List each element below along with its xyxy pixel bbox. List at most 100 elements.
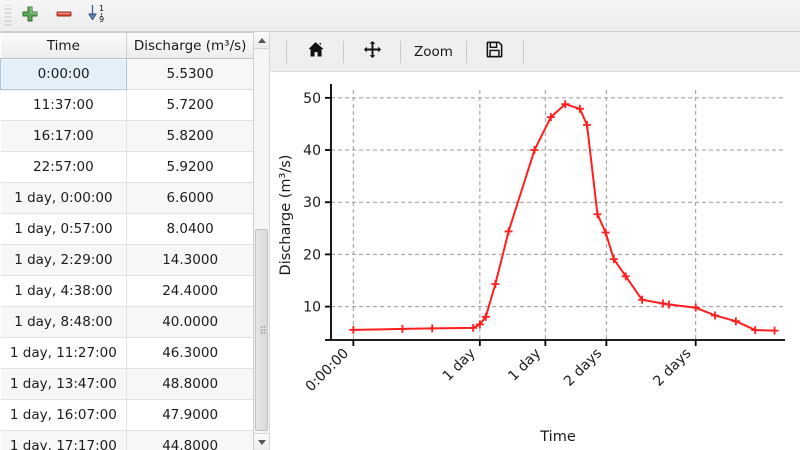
- home-icon: [306, 40, 325, 63]
- axes: [325, 84, 785, 341]
- table-row[interactable]: 1 day, 8:48:00 40.0000: [0, 306, 253, 338]
- main-split: Time Discharge (m³/s) 0:00:00 5.5300 11:37…: [0, 32, 800, 450]
- data-point-marker: [475, 320, 484, 329]
- data-point-marker: [491, 280, 500, 289]
- zoom-button[interactable]: Zoom: [414, 43, 453, 60]
- data-point-marker: [658, 299, 667, 308]
- cell-time[interactable]: 16:17:00: [0, 120, 128, 152]
- cell-discharge[interactable]: 6.6000: [126, 182, 253, 214]
- toolbar-separator: [522, 40, 524, 63]
- x-tick-label: 2 days: [561, 346, 605, 390]
- cell-discharge[interactable]: 24.4000: [126, 275, 253, 307]
- cell-time[interactable]: 1 day, 16:07:00: [0, 399, 128, 431]
- table-row[interactable]: 0:00:00 5.5300: [0, 58, 253, 90]
- scroll-up-button[interactable]: [254, 32, 269, 49]
- table-row[interactable]: 1 day, 0:00:00 6.6000: [0, 182, 253, 214]
- data-point-marker: [691, 303, 700, 312]
- data-point-marker: [561, 100, 570, 109]
- data-point-marker: [593, 210, 602, 219]
- cell-discharge[interactable]: 5.5300: [126, 58, 253, 90]
- table-row[interactable]: 1 day, 2:29:00 14.3000: [0, 244, 253, 276]
- y-tick-label: 30: [303, 195, 321, 211]
- x-tick-label: 1 day: [440, 346, 479, 385]
- save-button[interactable]: [473, 37, 517, 67]
- data-point-marker: [530, 146, 539, 155]
- y-axis-ticks: 10 20 30 40 50: [303, 91, 331, 316]
- sort-ascending-icon: 1 9: [86, 3, 110, 29]
- column-header-discharge[interactable]: Discharge (m³/s): [126, 33, 253, 59]
- table-vertical-scrollbar[interactable]: [253, 32, 269, 450]
- data-point-marker: [621, 272, 630, 281]
- table-row[interactable]: 1 day, 16:07:00 47.9000: [0, 399, 253, 431]
- cell-discharge[interactable]: 47.9000: [126, 399, 253, 431]
- sort-button[interactable]: 1 9: [82, 2, 114, 30]
- data-point-marker: [601, 228, 610, 237]
- data-point-marker: [481, 312, 490, 321]
- data-point-marker: [731, 317, 740, 326]
- svg-text:9: 9: [99, 15, 104, 24]
- table-body: 0:00:00 5.5300 11:37:00 5.7200 16:17:00 5.820…: [0, 58, 253, 450]
- discharge-table: Time Discharge (m³/s) 0:00:00 5.5300 11:37…: [0, 33, 253, 450]
- home-button[interactable]: [293, 37, 337, 67]
- cell-discharge[interactable]: 14.3000: [126, 244, 253, 276]
- toolbar-separator: [465, 40, 467, 63]
- add-row-button[interactable]: [14, 2, 46, 30]
- grid-lines: [331, 90, 785, 340]
- cell-time[interactable]: 1 day, 13:47:00: [0, 368, 128, 400]
- remove-row-button[interactable]: [48, 2, 80, 30]
- column-header-time[interactable]: Time: [0, 33, 128, 59]
- cell-discharge[interactable]: 44.8000: [126, 430, 253, 450]
- chart-toolbar: Zoom: [270, 32, 800, 72]
- y-tick-label: 40: [303, 143, 321, 159]
- cell-time[interactable]: 11:37:00: [0, 89, 128, 121]
- y-tick-label: 10: [303, 300, 321, 316]
- cell-discharge[interactable]: 46.3000: [126, 337, 253, 369]
- data-point-marker: [770, 326, 779, 335]
- svg-text:1: 1: [99, 4, 104, 13]
- scrollbar-track[interactable]: [254, 49, 269, 433]
- data-point-marker: [711, 311, 720, 320]
- data-table-viewport[interactable]: Time Discharge (m³/s) 0:00:00 5.5300 11:37…: [0, 32, 253, 450]
- table-row[interactable]: 1 day, 4:38:00 24.4000: [0, 275, 253, 307]
- minus-icon: [54, 4, 74, 28]
- scrollbar-thumb[interactable]: [255, 229, 268, 432]
- table-row[interactable]: 1 day, 13:47:00 48.8000: [0, 368, 253, 400]
- cell-time[interactable]: 0:00:00: [0, 58, 128, 90]
- cell-discharge[interactable]: 8.0400: [126, 213, 253, 245]
- table-row[interactable]: 16:17:00 5.8200: [0, 120, 253, 152]
- data-point-marker: [583, 120, 592, 129]
- data-point-marker: [546, 113, 555, 122]
- chart-canvas[interactable]: 10 20 30 40 50 0:00:00 1 day 1 day 2 days 2 days T…: [270, 72, 800, 450]
- cell-time[interactable]: 1 day, 2:29:00: [0, 244, 128, 276]
- move-icon: [363, 40, 382, 63]
- cell-time[interactable]: 1 day, 4:38:00: [0, 275, 128, 307]
- data-table-panel: Time Discharge (m³/s) 0:00:00 5.5300 11:37…: [0, 32, 270, 450]
- cell-time[interactable]: 1 day, 17:17:00: [0, 430, 128, 450]
- data-point-marker: [609, 255, 618, 264]
- table-row[interactable]: 1 day, 17:17:00 44.8000: [0, 430, 253, 450]
- cell-time[interactable]: 1 day, 0:57:00: [0, 213, 128, 245]
- cell-time[interactable]: 1 day, 8:48:00: [0, 306, 128, 338]
- cell-discharge[interactable]: 48.8000: [126, 368, 253, 400]
- series-markers: [349, 100, 779, 335]
- y-tick-label: 20: [303, 247, 321, 263]
- cell-discharge[interactable]: 40.0000: [126, 306, 253, 338]
- table-row[interactable]: 22:57:00 5.9200: [0, 151, 253, 183]
- save-icon: [485, 40, 504, 63]
- cell-time[interactable]: 22:57:00: [0, 151, 128, 183]
- table-row[interactable]: 1 day, 11:27:00 46.3000: [0, 337, 253, 369]
- x-tick-label: 1 day: [505, 346, 544, 385]
- table-row[interactable]: 1 day, 0:57:00 8.0400: [0, 213, 253, 245]
- y-axis-label: Discharge (m³/s): [278, 155, 294, 276]
- discharge-hydrograph[interactable]: 10 20 30 40 50 0:00:00 1 day 1 day 2 days 2 days T…: [270, 72, 795, 450]
- cell-time[interactable]: 1 day, 0:00:00: [0, 182, 128, 214]
- cell-discharge[interactable]: 5.9200: [126, 151, 253, 183]
- scroll-down-button[interactable]: [254, 433, 269, 450]
- table-header-row: Time Discharge (m³/s): [0, 33, 253, 59]
- cell-discharge[interactable]: 5.8200: [126, 120, 253, 152]
- table-row[interactable]: 11:37:00 5.7200: [0, 89, 253, 121]
- pan-button[interactable]: [350, 37, 394, 67]
- toolbar-grip[interactable]: [4, 4, 12, 27]
- cell-discharge[interactable]: 5.7200: [126, 89, 253, 121]
- cell-time[interactable]: 1 day, 11:27:00: [0, 337, 128, 369]
